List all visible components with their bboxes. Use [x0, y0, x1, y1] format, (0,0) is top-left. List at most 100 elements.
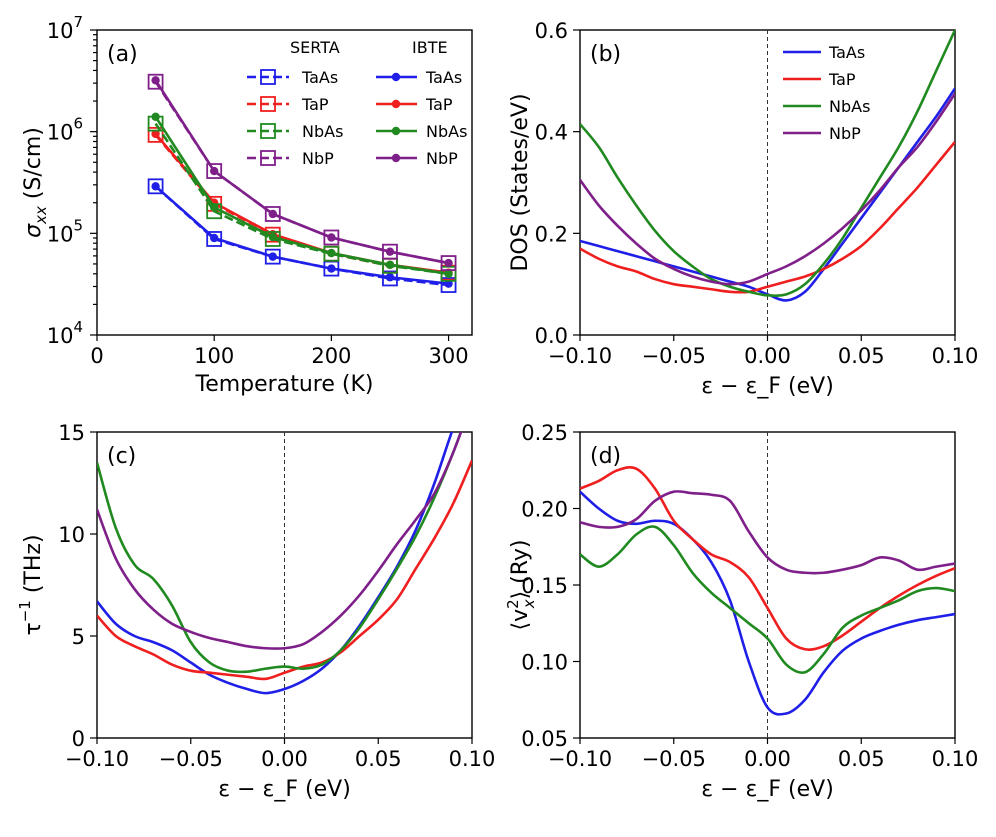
y-tick-label: 15	[58, 421, 85, 445]
x-axis-title: ε − ε_F (eV)	[701, 777, 834, 802]
legend-label: TaP	[828, 70, 856, 89]
y-tick-base: 10	[47, 222, 74, 246]
y-tick-label: 0.6	[535, 19, 568, 43]
ibte-marker	[268, 252, 277, 261]
legend-ibte-label: TaAs	[425, 68, 462, 87]
serta-marker	[382, 270, 398, 287]
curve-NbP	[580, 490, 955, 575]
x-tick-label: 300	[429, 344, 469, 368]
ibte-marker	[151, 182, 160, 191]
x-tick-label: 0.10	[932, 344, 979, 368]
x-tick-label: −0.05	[642, 344, 706, 368]
x-tick-label: 200	[311, 344, 351, 368]
legend-serta-marker	[260, 123, 276, 139]
y-label-unit: (THz)	[21, 534, 46, 600]
curve-NbAs	[580, 30, 955, 298]
y-tick-exp: 4	[73, 318, 83, 336]
ibte-marker	[385, 260, 395, 270]
y-axis-title: σxx (S/cm)	[21, 127, 50, 238]
x-tick-label: −0.10	[548, 747, 612, 771]
serta-marker	[323, 229, 340, 246]
x-axis-title: ε − ε_F (eV)	[218, 777, 351, 802]
panel-d: −0.10 −0.05 0.00 0.05 0.10 0.05 0.10 0.15 0.20 0.…	[504, 421, 978, 802]
legend-serta-marker	[260, 150, 276, 166]
curve-NbP	[97, 432, 463, 650]
ibte-marker	[444, 269, 453, 278]
x-tick-label: 100	[194, 344, 234, 368]
y-axis-title: DOS (States/eV)	[508, 93, 533, 271]
ibte-marker	[444, 258, 453, 268]
curve-NbAs	[97, 432, 463, 674]
y-label-unit: ⟩ (Ry)	[508, 540, 533, 600]
series-group	[580, 30, 955, 302]
x-tick-label: 0.05	[838, 344, 885, 368]
curve-TaP	[97, 460, 472, 681]
ibte-marker	[385, 247, 395, 256]
ibte-marker	[385, 273, 395, 282]
ibte-marker	[268, 209, 277, 219]
y-tick-label: 104	[47, 318, 83, 348]
y-tick-label: 0.0	[535, 324, 568, 348]
legend-serta-label: NbAs	[302, 122, 343, 141]
y-tick-label: 0.4	[535, 121, 568, 145]
legend-label: TaAs	[828, 43, 865, 62]
legend-serta-marker	[260, 96, 276, 112]
legend-ibte-marker	[391, 126, 401, 136]
y-label-unit: (S/cm)	[21, 127, 46, 206]
x-tick-label: −0.05	[159, 747, 223, 771]
curve-TaP	[580, 466, 955, 651]
y-axis-title: ⟨v2x⟩ (Ry)	[504, 540, 538, 631]
series-group	[580, 466, 955, 716]
y-label-sym: τ	[21, 622, 46, 635]
serta-line-TaAs	[154, 185, 449, 287]
y-tick-label: 0.20	[521, 498, 568, 522]
panel-b: −0.10 −0.05 0.00 0.05 0.10 0.0 0.2 0.4 0.6 (b) ε −…	[508, 19, 978, 399]
ibte-marker	[151, 129, 160, 139]
panel-label: (d)	[590, 444, 621, 469]
panel-c: −0.10 −0.05 0.00 0.05 0.10 0 5 10 15 (c) ε − ε_F (…	[16, 421, 495, 802]
y-tick-exp: 5	[73, 216, 83, 234]
y-label-sym: σ	[21, 223, 46, 238]
y-tick-label: 5	[72, 625, 85, 649]
serta-marker	[440, 255, 457, 271]
ibte-marker	[209, 166, 219, 176]
ibte-marker	[209, 233, 219, 243]
x-tick-label: 0.05	[355, 747, 402, 771]
legend-header-serta: SERTA	[290, 38, 340, 57]
serta-marker	[264, 248, 281, 265]
y-tick-base: 10	[47, 19, 74, 43]
curve-TaP	[580, 141, 955, 294]
legend-serta-marker	[260, 69, 276, 85]
legend-ibte-label: TaP	[425, 95, 453, 114]
x-tick-label: 0	[90, 344, 103, 368]
curve-TaAs	[97, 432, 454, 695]
legend-serta-label: TaAs	[301, 68, 338, 87]
legend-serta-label: TaP	[301, 95, 329, 114]
legend-ibte-marker	[391, 153, 401, 163]
x-tick-label: 0.10	[932, 747, 979, 771]
y-tick-label: 0.2	[535, 222, 568, 246]
serta-marker	[440, 277, 457, 293]
y-tick-label: 0.10	[521, 651, 568, 675]
x-tick-label: 0.00	[261, 747, 308, 771]
x-tick-label: −0.05	[642, 747, 706, 771]
panel-label: (b)	[590, 42, 621, 67]
y-tick-exp: 7	[73, 13, 83, 31]
y-tick-label: 107	[47, 13, 83, 43]
y-label-sym: ⟨v	[508, 609, 533, 631]
ibte-marker	[151, 112, 160, 122]
curve-NbAs	[580, 525, 955, 674]
ibte-marker	[209, 203, 219, 212]
ibte-line-NbAs	[154, 116, 449, 276]
y-tick-base: 10	[47, 121, 74, 145]
y-tick-label: 10	[58, 523, 85, 547]
legend-serta-label: NbP	[302, 149, 334, 168]
y-tick-label: 0.05	[521, 727, 568, 751]
legend-ibte-label: NbP	[426, 149, 458, 168]
curve-TaAs	[580, 490, 955, 716]
panel-label: (c)	[107, 444, 136, 469]
series-group	[97, 432, 472, 695]
y-label-sup: −1	[16, 600, 34, 622]
legend-ibte-marker	[391, 72, 401, 82]
